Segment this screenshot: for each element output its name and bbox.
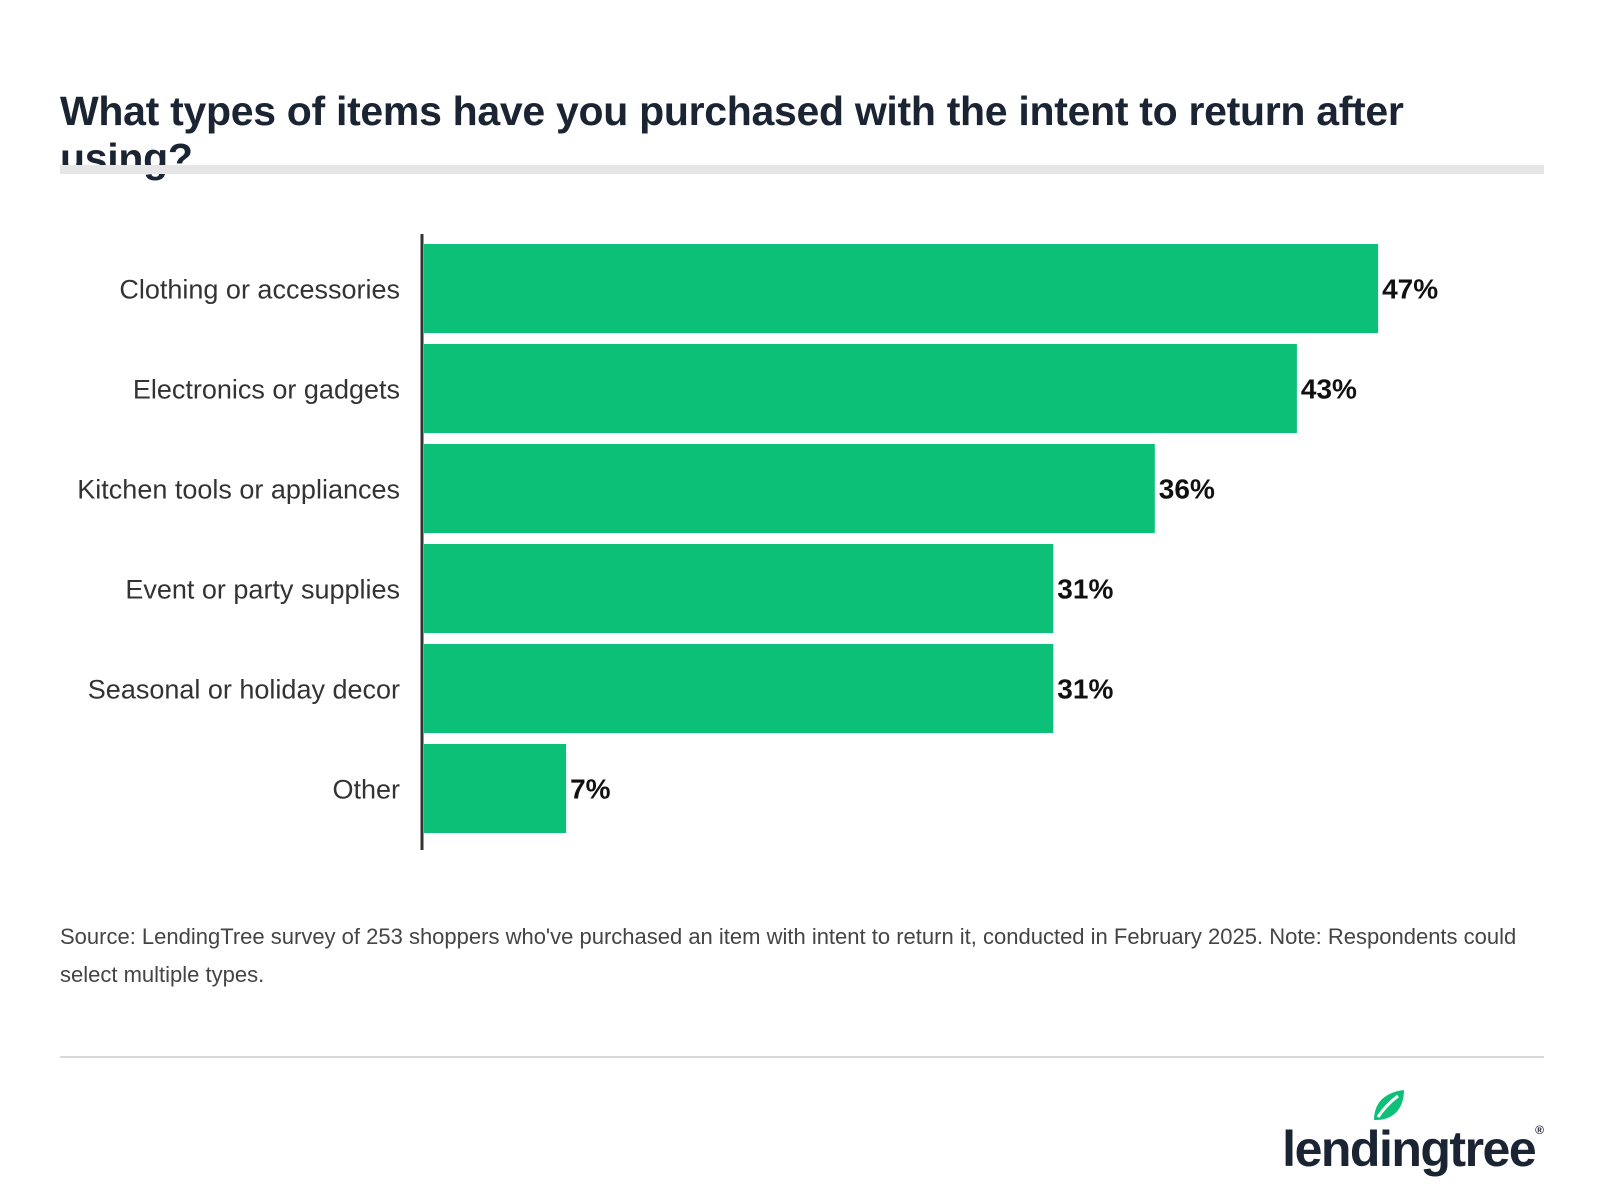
value-label: 31% (1057, 674, 1113, 705)
logo-text: lendingtree (1282, 1121, 1536, 1177)
bar-2 (424, 344, 1297, 433)
value-label: 7% (570, 774, 611, 805)
category-label: Event or party supplies (125, 575, 400, 605)
leaf-icon (1374, 1090, 1404, 1120)
source-note: Source: LendingTree survey of 253 shoppe… (60, 924, 1517, 987)
bar-4 (424, 544, 1054, 633)
category-label: Other (332, 775, 400, 805)
lendingtree-logo: lendingtree® (1254, 1080, 1544, 1180)
labels-layer: Clothing or accessories 47% Electronics or… (77, 274, 1438, 805)
bars-layer (424, 244, 1379, 833)
chart-title: What types of items have you purchased w… (60, 88, 1404, 182)
bar-3 (424, 444, 1155, 533)
value-label: 31% (1057, 574, 1113, 605)
title-divider (60, 165, 1544, 174)
bar-6 (424, 744, 567, 833)
value-label: 47% (1382, 274, 1438, 305)
value-label: 43% (1301, 374, 1357, 405)
registered-mark: ® (1535, 1123, 1544, 1137)
value-label: 36% (1159, 474, 1215, 505)
category-label: Seasonal or holiday decor (88, 675, 400, 705)
logo-wordmark: lendingtree® (1282, 1124, 1544, 1174)
footer-divider (60, 1056, 1544, 1058)
bar-5 (424, 644, 1054, 733)
bar-1 (424, 244, 1379, 333)
category-label: Electronics or gadgets (133, 375, 400, 405)
category-label: Clothing or accessories (119, 275, 400, 305)
category-label: Kitchen tools or appliances (77, 475, 400, 505)
bar-chart: Clothing or accessories 47% Electronics or… (77, 234, 1438, 850)
